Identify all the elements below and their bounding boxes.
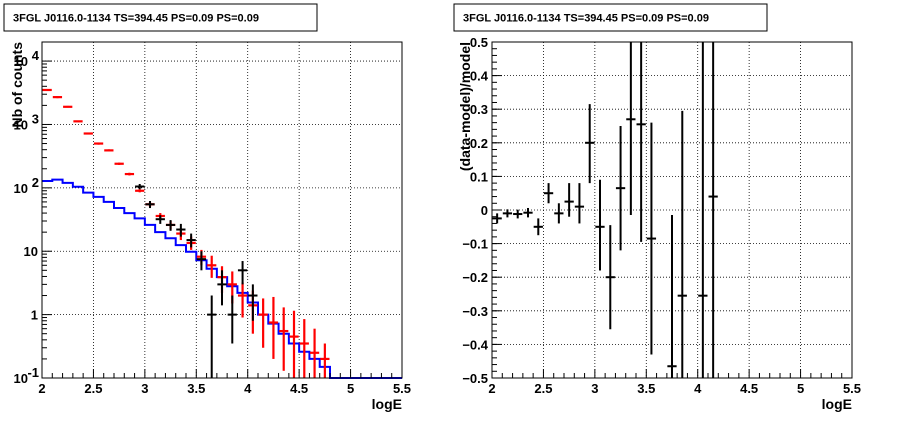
right-residual-panel: 2 2.5 3 3.5 4 4.5 5 5.5 −0.5 −0.4 −0.3 −0.2 −0.1 0 0.1… (453, 3, 861, 412)
left-x-tick-label: 2 (38, 381, 45, 396)
right-y-tick-label: −0.3 (462, 304, 488, 319)
left-y-tick-label: 10 (14, 371, 28, 386)
left-grid (42, 42, 402, 378)
left-title-box (3, 3, 318, 32)
right-y-tick-label: 0.4 (470, 69, 489, 84)
left-marks (42, 88, 402, 379)
left-y-tick-label: 10 (14, 181, 28, 196)
right-x-axis-title: logE (822, 396, 852, 412)
left-y-tick-exponent: 4 (32, 48, 40, 63)
left-y-tick-label: 10 (14, 117, 28, 132)
left-x-tick-label: 2.5 (84, 381, 102, 396)
left-x-tick-label: 4 (244, 381, 252, 396)
left-y-tick-exponent: 3 (32, 111, 39, 126)
left-x-tick-label: 5.5 (393, 381, 411, 396)
right-x-tick-label: 3.5 (637, 381, 655, 396)
right-x-tick-label: 5 (797, 381, 804, 396)
right-y-tick-label: −0.2 (462, 270, 488, 285)
right-x-tick-label: 5.5 (843, 381, 861, 396)
right-y-tick-label: −0.5 (462, 371, 488, 386)
right-x-tick-label: 4 (694, 381, 702, 396)
right-y-tick-label: 0 (481, 203, 488, 218)
left-y-tick-exponent: -1 (27, 365, 39, 380)
left-x-tick-label: 3.5 (187, 381, 205, 396)
left-plot-border (41, 41, 403, 379)
left-plot-frame (42, 42, 402, 378)
left-y-tick-label: 10 (24, 244, 38, 259)
left-y-axis-title: Nb of counts (9, 42, 25, 128)
left-chart-title: 3FGL J0116.0-1134 TS=394.45 PS=0.09 PS=0… (13, 13, 259, 25)
right-y-tick-label: −0.4 (462, 337, 488, 352)
left-y-tick-label: 1 (31, 308, 38, 323)
left-y-tick-label: 10 (14, 54, 28, 69)
right-y-tick-label: 0.1 (470, 169, 488, 184)
right-x-tick-label: 3 (591, 381, 598, 396)
right-x-tick-label: 4.5 (740, 381, 758, 396)
right-y-tick-label: 0.3 (470, 102, 488, 117)
right-axes: 2 2.5 3 3.5 4 4.5 5 5.5 −0.5 −0.4 −0.3 −0.2 −0.1 0 0.1… (462, 35, 861, 396)
right-marks (492, 42, 718, 378)
left-x-axis-title: logE (372, 396, 402, 412)
right-y-tick-label: −0.1 (462, 237, 488, 252)
right-x-tick-label: 2.5 (534, 381, 552, 396)
right-chart-title: 3FGL J0116.0-1134 TS=394.45 PS=0.09 PS=0… (463, 13, 709, 25)
right-y-tick-label: 0.5 (470, 35, 488, 50)
right-x-tick-label: 2 (488, 381, 495, 396)
right-y-tick-label: 0.2 (470, 136, 488, 151)
left-x-tick-label: 3 (141, 381, 148, 396)
right-title-box (453, 3, 768, 32)
left-x-tick-label: 5 (347, 381, 354, 396)
left-y-tick-exponent: 2 (32, 175, 39, 190)
right-y-axis-title: (data-model)/model (457, 42, 473, 171)
left-x-tick-label: 4.5 (290, 381, 308, 396)
